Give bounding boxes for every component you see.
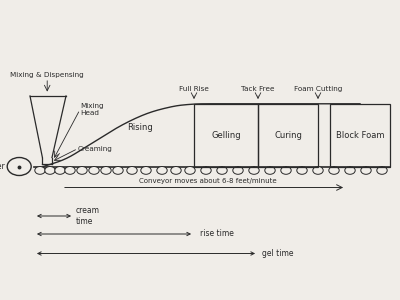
Circle shape	[297, 167, 307, 174]
Circle shape	[361, 167, 371, 174]
Text: Conveyor moves about 6-8 feet/minute: Conveyor moves about 6-8 feet/minute	[139, 178, 277, 184]
Text: Mixing & Dispensing: Mixing & Dispensing	[10, 72, 84, 78]
Circle shape	[89, 167, 99, 174]
Circle shape	[201, 167, 211, 174]
Text: Rising: Rising	[127, 123, 153, 132]
Circle shape	[233, 167, 243, 174]
Text: Full Rise: Full Rise	[179, 85, 209, 91]
Text: Tack Free: Tack Free	[241, 85, 275, 91]
Circle shape	[249, 167, 259, 174]
Circle shape	[77, 167, 87, 174]
Text: Block Foam: Block Foam	[336, 131, 384, 140]
Text: cream
time: cream time	[76, 206, 100, 226]
Bar	[330, 104, 390, 167]
Text: Creaming: Creaming	[78, 146, 113, 152]
Circle shape	[217, 167, 227, 174]
Text: Mixing
Head: Mixing Head	[80, 103, 104, 116]
Circle shape	[345, 167, 355, 174]
Circle shape	[45, 167, 55, 174]
Text: Paper: Paper	[0, 162, 5, 171]
Circle shape	[329, 167, 339, 174]
Circle shape	[313, 167, 323, 174]
Circle shape	[65, 167, 75, 174]
Circle shape	[127, 167, 137, 174]
Bar	[258, 104, 318, 167]
Text: Gelling: Gelling	[211, 131, 241, 140]
Circle shape	[35, 167, 45, 174]
Circle shape	[141, 167, 151, 174]
Circle shape	[185, 167, 195, 174]
Circle shape	[171, 167, 181, 174]
Text: Foam Cutting: Foam Cutting	[294, 85, 342, 91]
Circle shape	[157, 167, 167, 174]
Circle shape	[101, 167, 111, 174]
Circle shape	[55, 167, 65, 174]
Circle shape	[7, 158, 31, 175]
Text: Curing: Curing	[274, 131, 302, 140]
Text: rise time: rise time	[200, 230, 234, 238]
Bar	[194, 104, 258, 167]
Circle shape	[265, 167, 275, 174]
Circle shape	[113, 167, 123, 174]
Circle shape	[377, 167, 387, 174]
Text: gel time: gel time	[262, 249, 294, 258]
Circle shape	[281, 167, 291, 174]
